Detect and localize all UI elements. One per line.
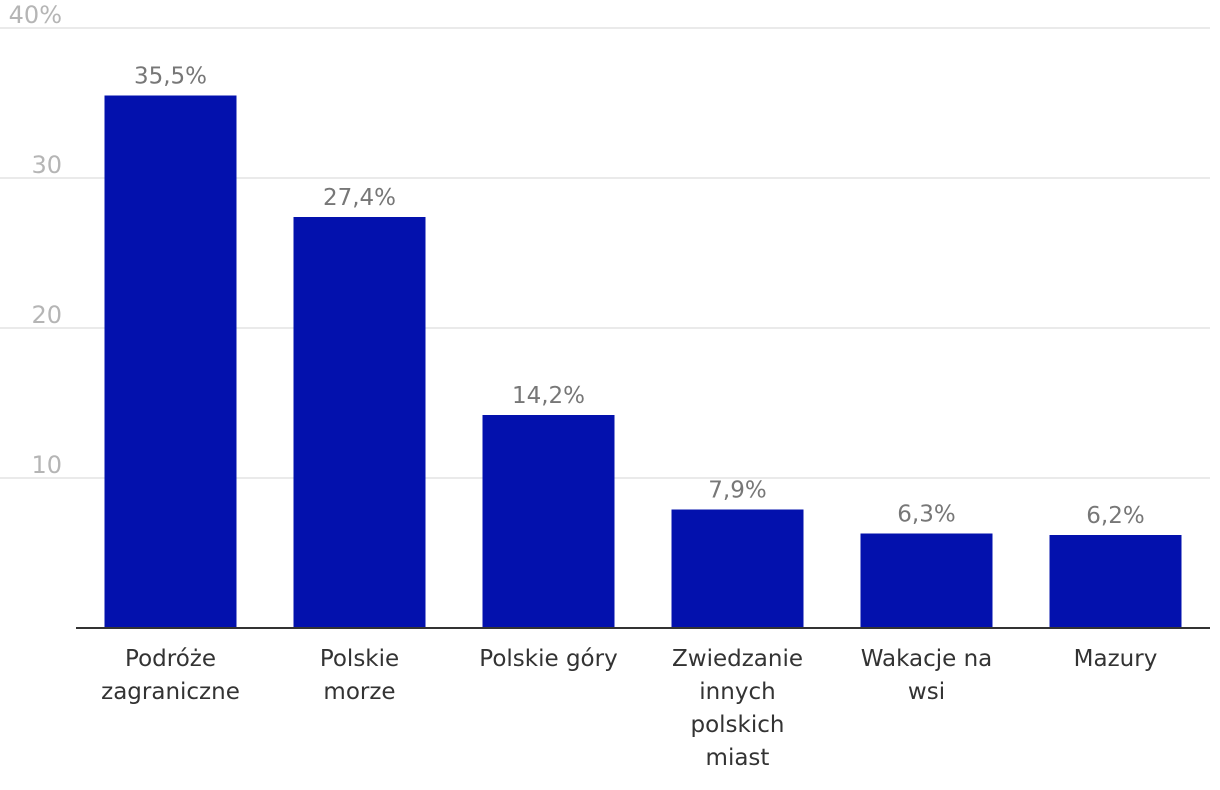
- category-label-line: Polskie góry: [479, 646, 617, 672]
- bar-5: [860, 533, 993, 628]
- bar-6: [1049, 535, 1182, 628]
- category-label-line: miast: [706, 745, 770, 771]
- bars: [104, 95, 1182, 628]
- bar-3: [482, 415, 615, 628]
- bar-4: [671, 509, 804, 628]
- category-label-line: zagraniczne: [101, 679, 240, 705]
- category-label-3: Polskie góry: [479, 646, 617, 672]
- category-label-line: Mazury: [1074, 646, 1158, 672]
- category-label-line: Wakacje na: [861, 646, 993, 672]
- category-label-line: morze: [323, 679, 395, 705]
- y-tick-label-30: 30: [31, 151, 62, 179]
- data-label-1: 35,5%: [134, 64, 207, 90]
- data-label-3: 14,2%: [512, 383, 585, 409]
- y-axis-ticks: 10 20 30 40%: [9, 1, 62, 479]
- bar-2: [293, 217, 426, 628]
- data-label-6: 6,2%: [1086, 503, 1144, 529]
- y-tick-label-10: 10: [31, 451, 62, 479]
- category-label-1: Podróże zagraniczne: [101, 646, 240, 705]
- data-label-4: 7,9%: [708, 478, 766, 504]
- y-tick-label-20: 20: [31, 301, 62, 329]
- category-label-line: polskich: [691, 712, 785, 738]
- data-labels: 35,5% 27,4% 14,2% 7,9% 6,3% 6,2%: [134, 64, 1145, 530]
- category-label-4: Zwiedzanie innych polskich miast: [672, 646, 803, 771]
- category-label-line: Polskie: [320, 646, 399, 672]
- category-label-2: Polskie morze: [320, 646, 399, 705]
- y-tick-label-40: 40%: [9, 1, 62, 29]
- bar-1: [104, 95, 237, 628]
- category-label-line: Zwiedzanie: [672, 646, 803, 672]
- x-axis-categories: Podróże zagraniczne Polskie morze Polskie gó…: [101, 646, 1157, 771]
- data-label-5: 6,3%: [897, 502, 955, 528]
- category-label-line: Podróże: [125, 646, 216, 672]
- category-label-5: Wakacje na wsi: [861, 646, 993, 705]
- category-label-6: Mazury: [1074, 646, 1158, 672]
- data-label-2: 27,4%: [323, 185, 396, 211]
- category-label-line: innych: [699, 679, 775, 705]
- category-label-line: wsi: [908, 679, 945, 705]
